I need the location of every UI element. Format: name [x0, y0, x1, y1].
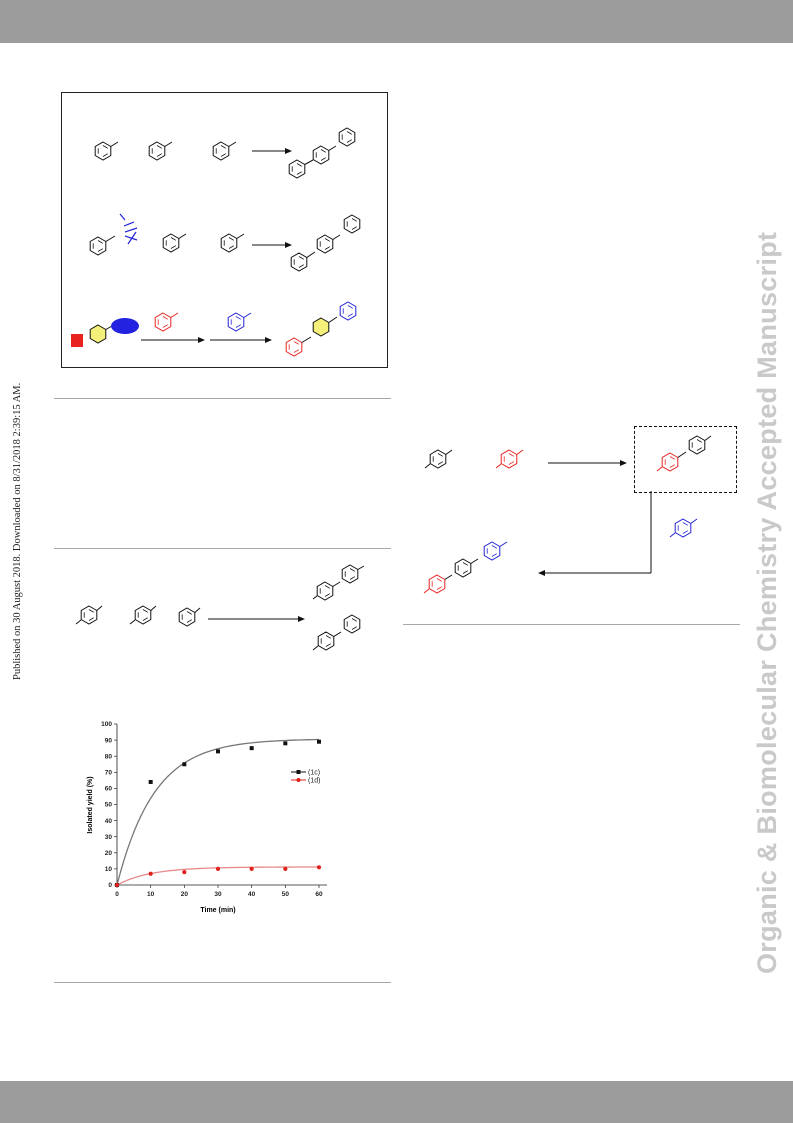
colored-terphenyl — [285, 301, 357, 357]
y-tick-label: 30 — [105, 834, 113, 841]
y-tick-label: 40 — [105, 818, 113, 825]
x-tick-label: 40 — [248, 891, 256, 898]
point-1d — [316, 865, 322, 870]
arene-directing — [89, 235, 116, 256]
point-1c — [317, 739, 321, 744]
y-tick-label: 10 — [105, 866, 113, 873]
y-tick-label: 60 — [105, 786, 113, 793]
y-tick-label: 70 — [105, 770, 113, 777]
legend-marker — [296, 770, 301, 774]
rule-right-1 — [403, 624, 740, 625]
point-1d — [148, 871, 153, 876]
y-tick-label: 20 — [105, 850, 113, 857]
y-tick-label: 0 — [108, 882, 112, 889]
toluene-b — [129, 605, 157, 625]
point-1c — [148, 779, 153, 784]
intermediate-product-box — [634, 426, 737, 493]
terphenyl-final — [423, 541, 508, 594]
arene-2c — [220, 233, 245, 253]
x-tick-label: 0 — [115, 891, 119, 898]
x-axis-label: Time (min) — [200, 907, 235, 914]
biphenyl-intermediate — [656, 435, 712, 472]
header-bar — [0, 0, 793, 43]
benzene-c — [178, 607, 201, 627]
arene-2b — [162, 233, 187, 253]
point-1c — [182, 762, 187, 767]
point-1c — [283, 741, 288, 746]
y-tick-label: 50 — [105, 802, 113, 809]
y-tick-label: 80 — [105, 753, 113, 760]
point-1c — [249, 746, 254, 751]
footer-bar — [0, 1081, 793, 1123]
biphenyl-product-2 — [312, 614, 361, 651]
point-1c — [216, 749, 220, 754]
x-tick-label: 50 — [282, 891, 290, 898]
point-1d — [283, 866, 288, 872]
scheme-frame — [61, 92, 388, 368]
chart-legend: (1c)(1d) — [291, 770, 320, 785]
point-1d — [114, 882, 120, 888]
legend-marker — [296, 778, 301, 782]
rule-left-1 — [54, 398, 391, 399]
x-tick-label: 10 — [147, 891, 155, 898]
y-tick-label: 90 — [105, 737, 113, 744]
fit-curve-0 — [116, 738, 320, 886]
y-axis-label: Isolated yield (%) — [87, 776, 94, 833]
toluene-red — [495, 449, 524, 469]
arene-1a — [94, 141, 119, 161]
terphenyl-row1 — [288, 127, 356, 179]
red-arene — [154, 312, 179, 332]
toluene-a — [75, 605, 103, 625]
x-tick-label: 30 — [214, 891, 222, 898]
toluene-black — [424, 449, 453, 469]
point-1d — [182, 870, 187, 875]
x-tick-label: 20 — [181, 891, 189, 898]
rule-left-3 — [54, 982, 391, 983]
blue-ellipse — [111, 318, 139, 334]
directing-group-blue — [119, 213, 138, 245]
terphenyl-row2 — [290, 214, 361, 272]
point-1d — [249, 866, 254, 872]
legend-label: (1d) — [308, 778, 320, 785]
biphenyl-product-1 — [312, 564, 365, 601]
point-1d — [215, 866, 221, 872]
x-tick-label: 60 — [315, 891, 323, 898]
y-tick-label: 100 — [101, 721, 112, 728]
rule-left-2 — [54, 548, 391, 549]
blue-arene — [227, 312, 252, 332]
legend-label: (1c) — [308, 770, 320, 777]
arene-1b — [148, 141, 173, 161]
toluene-blue — [669, 518, 698, 538]
arene-1c — [212, 141, 237, 161]
red-square — [71, 334, 83, 347]
